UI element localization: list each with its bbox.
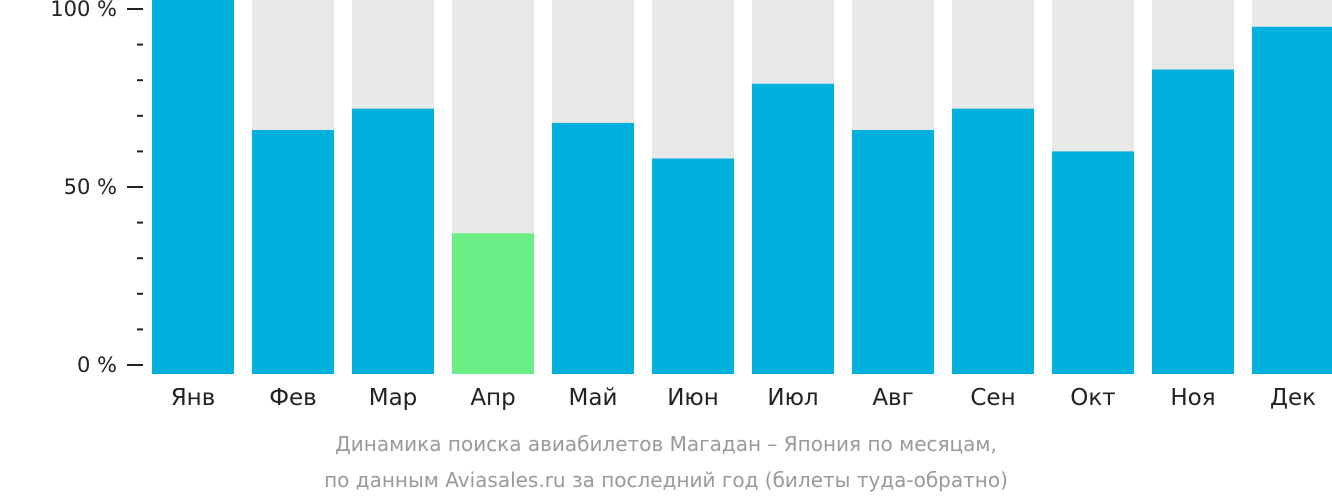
bar-12	[1252, 26, 1332, 375]
bars	[152, 0, 1332, 375]
x-tick-label: Мар	[369, 385, 418, 411]
bar-5	[552, 122, 634, 374]
y-axis: 100 % 50 % 0 %	[50, 0, 143, 377]
x-tick-label: Июн	[667, 385, 719, 411]
bar-10	[1052, 151, 1134, 374]
x-tick-label: Авг	[872, 385, 913, 411]
bar-4	[452, 233, 534, 374]
x-tick-label: Фев	[269, 385, 317, 411]
y-tick-label: 50 %	[64, 175, 117, 199]
x-tick-label: Ноя	[1170, 385, 1215, 411]
bar-8	[852, 130, 934, 374]
x-tick-label: Окт	[1070, 385, 1115, 411]
bar-9	[952, 108, 1034, 375]
x-tick-label: Янв	[171, 385, 216, 411]
x-tick-label: Апр	[470, 385, 515, 411]
x-tick-label: Сен	[970, 385, 1015, 411]
y-tick-label: 100 %	[50, 0, 117, 21]
x-tick-label: Июл	[767, 385, 818, 411]
chart-caption-line-2: по данным Aviasales.ru за последний год …	[324, 468, 1008, 492]
bar-6	[652, 158, 734, 374]
bar-3	[352, 108, 434, 375]
y-tick-label: 0 %	[77, 353, 117, 377]
x-axis-labels: Янв Фев Мар Апр Май Июн Июл Авг Сен Окт Ноя Дек	[171, 385, 1316, 411]
chart-caption-line-1: Динамика поиска авиабилетов Магадан – Яп…	[335, 432, 997, 456]
x-tick-label: Дек	[1270, 385, 1316, 411]
x-tick-label: Май	[569, 385, 618, 411]
bar-2	[252, 130, 334, 374]
bar-11	[1152, 69, 1234, 375]
bar-7	[752, 83, 834, 374]
bar-1	[152, 0, 234, 374]
